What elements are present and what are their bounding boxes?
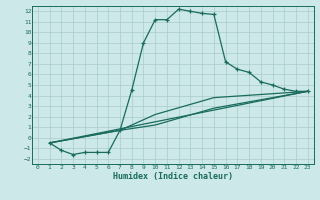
X-axis label: Humidex (Indice chaleur): Humidex (Indice chaleur) [113,172,233,181]
